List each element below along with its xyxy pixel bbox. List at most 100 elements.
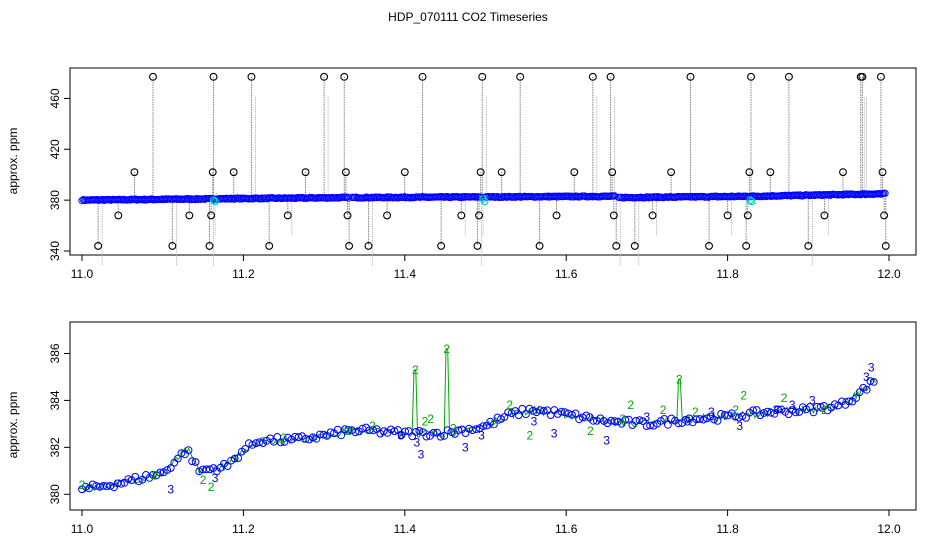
series-3-label: 3: [708, 405, 715, 419]
spike-point: [745, 168, 754, 177]
calibration-point: [748, 197, 756, 206]
y-tick-label-bottom: 384: [48, 390, 62, 410]
series-2-label: 2: [587, 424, 594, 438]
series-2-label: 2: [692, 405, 699, 419]
x-tick-label-top: 12.0: [877, 267, 901, 281]
x-tick-label-bottom: 11.0: [71, 522, 94, 536]
axis-ticks-bottom: 11.0 11.2 11.4 11.6 11.8 12.0 380 382 384 386: [48, 343, 901, 536]
data-point: [230, 454, 239, 463]
y-axis-label-top: approx. ppm: [6, 128, 20, 195]
spike-point: [473, 241, 482, 250]
spike-point: [747, 72, 755, 81]
data-point: [674, 419, 683, 428]
spike-point: [858, 72, 867, 81]
spike-point: [130, 168, 139, 177]
spike-point: [345, 241, 354, 250]
series-3-label: 3: [603, 433, 610, 447]
trend-line: [81, 348, 877, 494]
data-point: [720, 411, 729, 419]
data-point: [273, 433, 282, 441]
data-point: [763, 407, 772, 416]
spike-point: [265, 241, 274, 250]
spike-point: [876, 72, 885, 81]
data-point: [358, 424, 367, 433]
spike-point: [364, 241, 373, 250]
data-point: [390, 427, 399, 436]
x-tick-label-bottom: 11.6: [555, 522, 578, 536]
figure-title: HDP_070111 CO2 Timeseries: [388, 10, 548, 24]
spike-point: [476, 168, 485, 177]
spike-point: [205, 241, 214, 250]
data-point: [429, 428, 438, 437]
series-2-label: 2: [732, 403, 739, 417]
spike-point: [320, 72, 329, 81]
data-point: [472, 425, 481, 434]
series-3-label: 3: [397, 429, 404, 443]
series-2-label: 2: [280, 431, 287, 445]
data-point: [369, 426, 378, 435]
series-2-label: 2: [208, 480, 215, 494]
series-2-label: 2: [427, 412, 434, 426]
series-2-label: 2: [660, 403, 667, 417]
spike-lines-top: [97, 76, 887, 266]
spike-point: [588, 72, 597, 81]
spike-point: [475, 211, 483, 220]
data-point: [156, 468, 165, 477]
data-point: [830, 400, 839, 409]
series-3-label: 3: [773, 403, 780, 417]
spike-point: [229, 168, 238, 177]
data-point: [351, 428, 360, 437]
data-point: [443, 426, 452, 435]
data-point: [490, 420, 498, 429]
data-point: [862, 385, 871, 394]
series-2-label: 2: [345, 424, 352, 438]
data-point: [621, 415, 630, 424]
data-point: [738, 412, 747, 421]
spike-point: [612, 241, 621, 250]
series-2-label: 2: [676, 372, 683, 386]
x-tick-label-bottom: 12.0: [877, 522, 901, 536]
data-point: [479, 422, 488, 431]
data-point: [344, 425, 353, 434]
spike-point: [341, 168, 350, 177]
series-2-label: 2: [450, 422, 457, 436]
spike-point: [168, 241, 177, 250]
data-point: [717, 410, 725, 418]
x-tick-label-bottom: 11.2: [232, 522, 255, 536]
series-2-label: 2: [740, 389, 747, 403]
data-point: [561, 408, 569, 417]
calibration-point: [480, 197, 489, 206]
series-3-label: 3: [551, 426, 558, 440]
data-point: [742, 414, 750, 422]
series-2-label: 2: [422, 415, 429, 429]
data-point: [710, 415, 718, 424]
series-2-label: 2: [443, 342, 450, 356]
series-2-label: 2: [200, 473, 207, 487]
series-2-label: 2: [490, 417, 497, 431]
series-2-label: 2: [412, 363, 419, 377]
panel-top-timeseries: 11.0 11.2 11.4 11.6 11.8 12.0 340 380 420 460 app…: [6, 67, 917, 281]
data-point: [646, 421, 654, 430]
spike-point: [606, 72, 615, 81]
series-3-label: 3: [809, 393, 816, 407]
spike-point: [478, 72, 487, 81]
data-point: [635, 416, 644, 425]
spike-point: [839, 168, 847, 177]
spike-point: [437, 241, 446, 250]
series-3-label: 3: [531, 415, 538, 429]
series-2-label: 2: [781, 391, 788, 405]
data-point: [241, 445, 250, 453]
spike-point: [343, 211, 352, 220]
series-2-label: 2: [627, 398, 634, 412]
series-2-label: 2: [619, 412, 626, 426]
spike-point: [630, 241, 639, 250]
spike-point: [880, 211, 889, 220]
y-axis-label-bottom: approx. ppm: [6, 392, 20, 459]
y-tick-label-bottom: 386: [48, 343, 62, 363]
series-3-label: 3: [789, 398, 796, 412]
data-point: [575, 415, 583, 424]
data-point: [557, 407, 566, 416]
data-point: [866, 377, 875, 386]
